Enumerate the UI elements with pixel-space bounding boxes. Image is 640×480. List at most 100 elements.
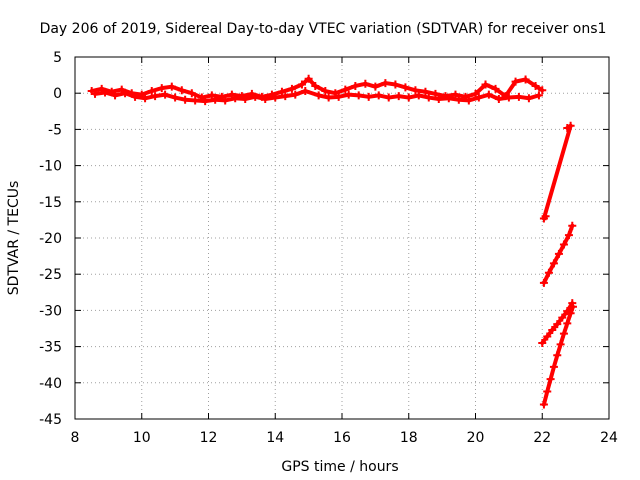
data-point xyxy=(341,85,350,94)
chart-title: Day 206 of 2019, Sidereal Day-to-day VTE… xyxy=(40,21,607,37)
data-point xyxy=(548,325,557,334)
data-point xyxy=(543,387,552,396)
axis-ticks: 8 10 12 14 16 18 20 22 24 5 0 -5 -10 -15 -20 -25 -30 -35 -… xyxy=(39,50,618,446)
data-point xyxy=(464,96,473,105)
data-point xyxy=(401,83,410,92)
data-point xyxy=(504,93,513,102)
data-point xyxy=(534,91,543,100)
data-point xyxy=(494,94,503,103)
data-point xyxy=(287,84,296,93)
data-point xyxy=(181,95,190,104)
data-point xyxy=(101,88,110,97)
series-segment xyxy=(493,86,508,99)
data-point xyxy=(538,86,547,95)
series-segment xyxy=(541,123,573,221)
data-point xyxy=(421,87,430,96)
data-point xyxy=(444,94,453,103)
data-point xyxy=(297,80,306,89)
data-point xyxy=(364,92,373,101)
x-tick-label: 14 xyxy=(266,430,284,446)
y-tick-label: -20 xyxy=(39,231,62,247)
data-point xyxy=(207,91,216,100)
data-point xyxy=(484,90,493,99)
data-point xyxy=(384,93,393,102)
y-axis-label: SDTVAR / TECUs xyxy=(6,181,22,296)
data-point xyxy=(559,240,568,249)
y-tick-label: -15 xyxy=(39,195,62,211)
y-tick-label: -25 xyxy=(39,267,62,283)
data-point xyxy=(381,79,390,88)
data-point xyxy=(324,93,333,102)
data-series xyxy=(539,302,577,409)
data-point xyxy=(474,93,483,102)
data-point xyxy=(546,375,555,384)
data-point xyxy=(304,74,313,83)
data-point xyxy=(191,96,200,105)
data-point xyxy=(277,87,286,96)
data-point xyxy=(531,81,540,90)
x-tick-label: 22 xyxy=(533,430,551,446)
data-point xyxy=(564,231,573,240)
data-point xyxy=(147,87,156,96)
grid xyxy=(75,57,609,419)
data-series xyxy=(539,121,575,223)
y-tick-label: -5 xyxy=(48,122,62,138)
x-tick-label: 20 xyxy=(467,430,485,446)
data-point xyxy=(374,91,383,100)
data-point xyxy=(161,90,170,99)
data-point xyxy=(554,249,563,258)
data-point xyxy=(187,89,196,98)
y-tick-label: -40 xyxy=(39,376,62,392)
data-point xyxy=(241,94,250,103)
data-point xyxy=(434,94,443,103)
data-point xyxy=(251,92,260,101)
data-point xyxy=(131,92,140,101)
data-point xyxy=(271,93,280,102)
data-point xyxy=(543,332,552,341)
series-segment xyxy=(503,79,518,99)
data-point xyxy=(491,84,500,93)
data-point xyxy=(556,340,565,349)
data-point xyxy=(544,268,553,277)
data-point xyxy=(221,96,230,105)
x-axis-label: GPS time / hours xyxy=(281,459,398,475)
data-point xyxy=(514,92,523,101)
y-tick-label: -45 xyxy=(39,412,62,428)
data-point xyxy=(354,91,363,100)
data-point xyxy=(539,278,548,287)
data-point xyxy=(351,81,360,90)
data-point xyxy=(91,89,100,98)
data-point xyxy=(566,121,575,130)
data-point xyxy=(414,91,423,100)
y-tick-label: 5 xyxy=(53,50,62,66)
data-point xyxy=(371,82,380,91)
data-point xyxy=(301,87,310,96)
x-tick-label: 16 xyxy=(333,430,351,446)
data-point xyxy=(391,80,400,89)
data-point xyxy=(404,93,413,102)
data-point xyxy=(141,94,150,103)
data-point xyxy=(344,90,353,99)
data-point xyxy=(334,92,343,101)
data-point xyxy=(231,94,240,103)
data-point xyxy=(424,93,433,102)
x-tick-label: 8 xyxy=(71,430,80,446)
data-point xyxy=(157,84,166,93)
x-tick-label: 24 xyxy=(600,430,618,446)
data-point xyxy=(201,97,210,106)
data-point xyxy=(321,87,330,96)
data-point xyxy=(167,82,176,91)
data-point xyxy=(558,313,567,322)
data-point xyxy=(454,95,463,104)
data-point xyxy=(553,351,562,360)
data-point xyxy=(553,320,562,329)
y-tick-label: 0 xyxy=(53,86,62,102)
x-tick-label: 10 xyxy=(133,430,151,446)
data-point xyxy=(361,79,370,88)
data-point xyxy=(211,95,220,104)
data-point xyxy=(524,94,533,103)
data-point xyxy=(563,319,572,328)
series-segment xyxy=(473,82,488,96)
data-point xyxy=(151,92,160,101)
data-point xyxy=(411,86,420,95)
